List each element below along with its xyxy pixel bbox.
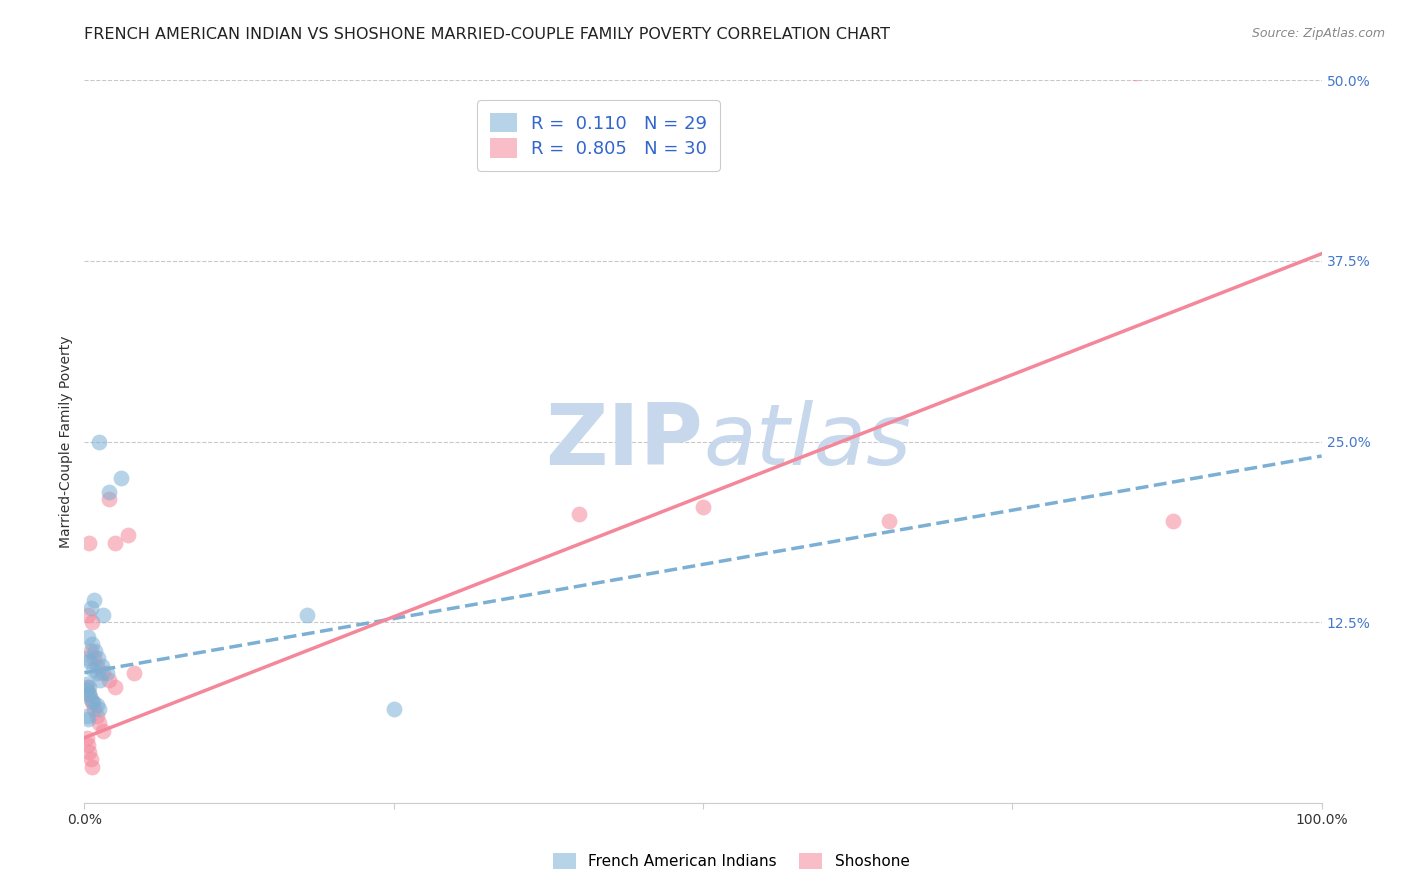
Point [76, 709, 98, 723]
Point [104, 680, 127, 694]
Point [110, 471, 132, 485]
Point [80, 760, 103, 774]
Point [83, 702, 105, 716]
Point [79, 535, 101, 549]
Point [86, 698, 108, 712]
Point [89, 434, 111, 449]
Point [79, 745, 101, 759]
Point [82, 695, 104, 709]
Point [86, 658, 108, 673]
Text: FRENCH AMERICAN INDIAN VS SHOSHONE MARRIED-COUPLE FAMILY POVERTY CORRELATION CHA: FRENCH AMERICAN INDIAN VS SHOSHONE MARRI… [84, 27, 890, 42]
Point [77, 630, 100, 644]
Text: atlas: atlas [703, 400, 911, 483]
Point [117, 528, 139, 542]
Point [122, 665, 145, 680]
Point [79, 691, 101, 706]
Point [86, 709, 108, 723]
Point [76, 680, 98, 694]
Point [568, 507, 591, 521]
Point [86, 665, 108, 680]
Point [1125, 66, 1147, 80]
Point [692, 500, 714, 514]
Point [382, 702, 405, 716]
Point [80, 615, 103, 630]
Point [75, 677, 97, 691]
Legend: R =  0.110   N = 29, R =  0.805   N = 30: R = 0.110 N = 29, R = 0.805 N = 30 [477, 100, 720, 170]
Point [90, 658, 112, 673]
Point [96, 665, 118, 680]
Point [104, 535, 127, 549]
Point [89, 702, 111, 716]
Point [98, 492, 121, 507]
Point [1161, 514, 1184, 528]
Point [87, 651, 110, 665]
Point [79, 644, 101, 658]
Point [80, 695, 103, 709]
Point [77, 712, 100, 726]
Point [79, 680, 101, 694]
Point [76, 651, 98, 665]
Point [91, 607, 114, 622]
Point [83, 651, 105, 665]
Point [80, 637, 103, 651]
Point [79, 687, 101, 701]
Point [79, 752, 101, 766]
Point [84, 644, 107, 658]
Point [82, 663, 104, 677]
Legend: French American Indians, Shoshone: French American Indians, Shoshone [547, 847, 915, 875]
Point [91, 723, 114, 738]
Point [295, 607, 318, 622]
Point [89, 716, 111, 731]
Point [83, 593, 105, 607]
Text: Source: ZipAtlas.com: Source: ZipAtlas.com [1251, 27, 1385, 40]
Point [91, 665, 114, 680]
Point [89, 673, 111, 687]
Point [79, 654, 101, 668]
Point [98, 485, 121, 500]
Point [76, 731, 98, 745]
Point [77, 738, 100, 752]
Point [877, 514, 900, 528]
Text: ZIP: ZIP [546, 400, 703, 483]
Point [77, 687, 100, 701]
Point [77, 607, 100, 622]
Y-axis label: Married-Couple Family Poverty: Married-Couple Family Poverty [59, 335, 73, 548]
Point [76, 683, 98, 698]
Point [79, 600, 101, 615]
Point [98, 673, 121, 687]
